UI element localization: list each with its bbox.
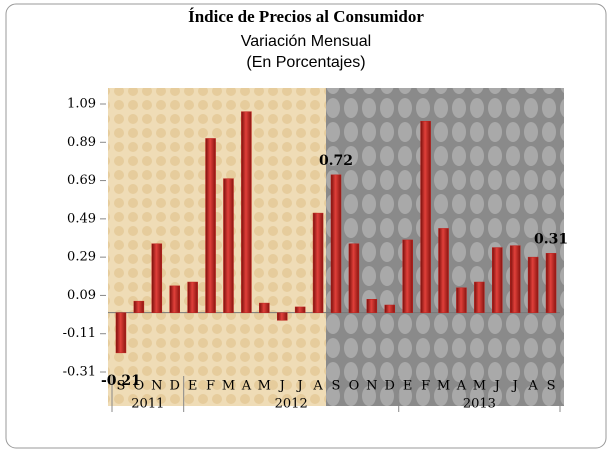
x-tick-label: D bbox=[170, 379, 180, 394]
bar bbox=[295, 307, 305, 313]
x-tick-label: J bbox=[493, 379, 500, 394]
x-tick-label: F bbox=[421, 379, 430, 394]
x-tick-label: A bbox=[312, 379, 323, 394]
chart-title: Índice de Precios al Consumidor bbox=[188, 7, 424, 26]
bar bbox=[367, 299, 377, 312]
bar bbox=[474, 282, 484, 313]
x-tick-label: M bbox=[473, 379, 486, 394]
x-tick-label: N bbox=[366, 379, 377, 394]
bar bbox=[403, 240, 413, 313]
bar bbox=[259, 303, 269, 313]
bar bbox=[331, 175, 341, 313]
y-tick-label: 0.29 bbox=[67, 250, 96, 265]
y-tick-label: 0.89 bbox=[67, 135, 96, 150]
y-tick-label: -0.31 bbox=[63, 365, 96, 380]
bar bbox=[313, 213, 323, 313]
bar bbox=[456, 288, 466, 313]
bar bbox=[510, 246, 520, 313]
y-tick-label: 0.69 bbox=[67, 173, 96, 188]
bar bbox=[385, 305, 395, 313]
bar bbox=[223, 179, 233, 313]
bar bbox=[134, 301, 144, 312]
x-tick-label: O bbox=[349, 379, 360, 394]
y-tick-label: 0.09 bbox=[67, 288, 96, 303]
bar bbox=[152, 244, 162, 313]
x-tick-label: E bbox=[188, 379, 198, 394]
bar bbox=[349, 244, 359, 313]
year-label: 2012 bbox=[275, 397, 308, 412]
x-tick-label: A bbox=[456, 379, 467, 394]
chart-subtitle: (En Porcentajes) bbox=[246, 54, 365, 71]
background-left bbox=[108, 88, 326, 406]
value-label: 0.72 bbox=[319, 153, 353, 169]
x-tick-label: J bbox=[278, 379, 285, 394]
bar bbox=[439, 228, 449, 312]
value-label: -0.21 bbox=[101, 373, 141, 389]
bar bbox=[170, 286, 180, 313]
year-label: 2013 bbox=[463, 397, 496, 412]
bar bbox=[528, 257, 538, 313]
bar bbox=[277, 313, 287, 321]
x-tick-label: S bbox=[547, 379, 556, 394]
bar bbox=[206, 138, 216, 312]
x-tick-label: D bbox=[385, 379, 395, 394]
x-tick-label: S bbox=[332, 379, 341, 394]
year-label: 2011 bbox=[131, 397, 164, 412]
x-tick-label: F bbox=[206, 379, 215, 394]
value-label: 0.31 bbox=[534, 231, 568, 247]
bar bbox=[492, 248, 502, 313]
x-tick-label: N bbox=[151, 379, 162, 394]
bar bbox=[116, 313, 126, 353]
x-tick-label: J bbox=[296, 379, 303, 394]
bar bbox=[421, 121, 431, 312]
chart-subtitle: Variación Mensual bbox=[241, 33, 371, 50]
y-tick-label: -0.11 bbox=[63, 326, 96, 341]
x-tick-label: M bbox=[222, 379, 235, 394]
y-tick-label: 0.49 bbox=[67, 211, 96, 226]
bar bbox=[546, 253, 556, 312]
x-tick-label: A bbox=[241, 379, 252, 394]
x-tick-label: M bbox=[437, 379, 450, 394]
chart: Índice de Precios al Consumidor Variació… bbox=[0, 0, 613, 454]
x-tick-label: A bbox=[527, 379, 538, 394]
x-tick-label: E bbox=[403, 379, 413, 394]
y-tick-label: 1.09 bbox=[67, 97, 96, 112]
x-tick-label: J bbox=[511, 379, 518, 394]
bar bbox=[241, 112, 251, 313]
x-tick-label: M bbox=[258, 379, 271, 394]
bar bbox=[188, 282, 198, 313]
